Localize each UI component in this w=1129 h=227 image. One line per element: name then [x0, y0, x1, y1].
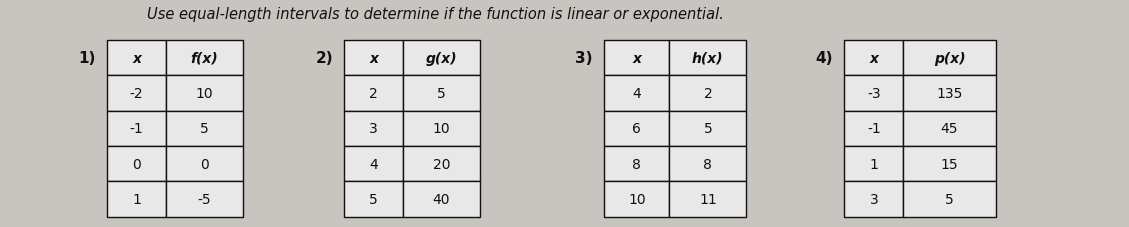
- Text: 8: 8: [632, 157, 641, 171]
- Text: 0: 0: [132, 157, 141, 171]
- Bar: [669, 111, 746, 146]
- Text: h(x): h(x): [692, 52, 724, 65]
- Bar: [344, 182, 403, 217]
- Text: 2: 2: [703, 87, 712, 101]
- Bar: [166, 146, 243, 182]
- Text: 2: 2: [369, 87, 378, 101]
- Text: 1: 1: [132, 192, 141, 206]
- Bar: [669, 182, 746, 217]
- Bar: [403, 76, 480, 111]
- Text: -1: -1: [867, 122, 881, 136]
- Text: x: x: [369, 52, 378, 65]
- Text: 1: 1: [869, 157, 878, 171]
- Bar: [166, 111, 243, 146]
- Text: 4: 4: [369, 157, 378, 171]
- Text: p(x): p(x): [934, 52, 965, 65]
- Bar: [166, 182, 243, 217]
- Bar: [604, 41, 669, 76]
- Bar: [604, 76, 669, 111]
- Text: x: x: [632, 52, 641, 65]
- Bar: [844, 182, 903, 217]
- Bar: [344, 76, 403, 111]
- Text: 5: 5: [945, 192, 954, 206]
- Bar: [903, 41, 996, 76]
- Bar: [903, 146, 996, 182]
- Bar: [166, 76, 243, 111]
- Bar: [403, 146, 480, 182]
- Text: 0: 0: [200, 157, 209, 171]
- Bar: [903, 182, 996, 217]
- Text: -3: -3: [867, 87, 881, 101]
- Text: -2: -2: [130, 87, 143, 101]
- Text: 11: 11: [699, 192, 717, 206]
- Text: -1: -1: [130, 122, 143, 136]
- Bar: [403, 182, 480, 217]
- Text: 5: 5: [200, 122, 209, 136]
- Bar: [403, 111, 480, 146]
- Bar: [107, 182, 166, 217]
- Bar: [604, 111, 669, 146]
- Text: x: x: [132, 52, 141, 65]
- Text: 45: 45: [940, 122, 959, 136]
- Bar: [844, 76, 903, 111]
- Text: 1): 1): [79, 51, 96, 66]
- Bar: [669, 76, 746, 111]
- Text: x: x: [869, 52, 878, 65]
- Text: Use equal-length intervals to determine if the function is linear or exponential: Use equal-length intervals to determine …: [147, 7, 724, 22]
- Text: 3: 3: [869, 192, 878, 206]
- Text: 5: 5: [437, 87, 446, 101]
- Bar: [669, 41, 746, 76]
- Text: 4): 4): [815, 51, 833, 66]
- Text: 10: 10: [195, 87, 213, 101]
- Bar: [844, 41, 903, 76]
- Text: 2): 2): [315, 51, 333, 66]
- Text: 5: 5: [703, 122, 712, 136]
- Text: 135: 135: [936, 87, 963, 101]
- Text: 3): 3): [575, 51, 593, 66]
- Bar: [344, 146, 403, 182]
- Bar: [844, 111, 903, 146]
- Text: 20: 20: [432, 157, 450, 171]
- Text: 10: 10: [432, 122, 450, 136]
- Bar: [903, 111, 996, 146]
- Bar: [344, 111, 403, 146]
- Bar: [107, 76, 166, 111]
- Text: g(x): g(x): [426, 52, 457, 65]
- Text: 10: 10: [628, 192, 646, 206]
- Text: 40: 40: [432, 192, 450, 206]
- Bar: [844, 146, 903, 182]
- Text: 3: 3: [369, 122, 378, 136]
- Text: 8: 8: [703, 157, 712, 171]
- Bar: [669, 146, 746, 182]
- Text: 6: 6: [632, 122, 641, 136]
- Bar: [107, 41, 166, 76]
- Bar: [604, 182, 669, 217]
- Text: 15: 15: [940, 157, 959, 171]
- Bar: [107, 146, 166, 182]
- Text: 4: 4: [632, 87, 641, 101]
- Text: f(x): f(x): [191, 52, 218, 65]
- Bar: [166, 41, 243, 76]
- Text: -5: -5: [198, 192, 211, 206]
- Bar: [344, 41, 403, 76]
- Bar: [903, 76, 996, 111]
- Bar: [604, 146, 669, 182]
- Text: 5: 5: [369, 192, 378, 206]
- Bar: [107, 111, 166, 146]
- Bar: [403, 41, 480, 76]
